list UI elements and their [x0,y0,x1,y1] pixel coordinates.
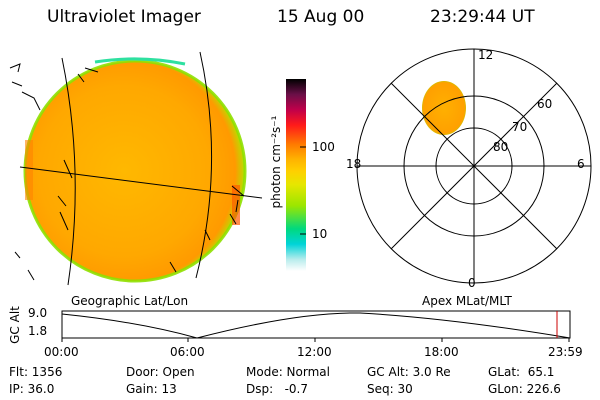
mlt-label-0: 0 [468,276,476,290]
altplot-xtick-3: 18:00 [424,345,459,359]
status-gcalt: GC Alt: 3.0 Re [367,365,451,379]
status-glat: GLat: 65.1 [488,365,555,379]
altplot-xtick-0: 00:00 [44,345,79,359]
longitude-line [195,51,213,279]
lat-label-80: 80 [493,140,509,154]
altitude-plot [61,310,571,342]
mlt-label-18: 18 [346,157,362,171]
polar-plot [356,48,592,284]
date-label: 15 Aug 00 [277,7,365,27]
latitude-line [19,166,263,199]
time-label: 23:29:44 UT [430,7,535,27]
status-ip: IP: 36.0 [9,382,55,396]
status-seq: Seq: 30 [367,382,413,396]
status-mode: Mode: Normal [246,365,330,379]
altplot-ytick-high: 9.0 [28,306,48,320]
instrument-title: Ultraviolet Imager [47,7,201,27]
altplot-xtick-4: 23:59 [548,345,583,359]
lat-label-70: 70 [512,120,528,134]
geographic-image [9,51,263,286]
altplot-ytick-low: 1.8 [28,324,48,338]
left-panel-caption: Geographic Lat/Lon [71,294,189,308]
coastline [9,63,245,281]
altplot-xtick-1: 06:00 [170,345,205,359]
lat-label-60: 60 [537,97,553,111]
status-glon: GLon: 226.6 [488,382,561,396]
mlt-label-12: 12 [478,48,494,62]
colorbar-unit-label: photon cm⁻²s⁻¹ [269,115,283,209]
longitude-line [61,57,76,286]
right-panel-caption: Apex MLat/MLT [422,294,512,308]
colorbar [286,79,306,271]
altplot-ylabel: GC Alt [8,306,22,344]
mlt-label-6: 6 [577,157,585,171]
status-door: Door: Open [126,365,195,379]
altplot-xtick-2: 12:00 [297,345,332,359]
status-gain: Gain: 13 [126,382,177,396]
status-dsp: Dsp: -0.7 [246,382,309,396]
colorbar-tick-10: 10 [312,227,328,241]
colorbar-tick-100: 100 [312,140,335,154]
auroral-oval-patch [422,81,466,135]
auroral-disk [25,61,245,281]
altitude-curve [61,312,571,339]
status-flt: Flt: 1356 [9,365,63,379]
colorbar-ramp [286,79,306,271]
